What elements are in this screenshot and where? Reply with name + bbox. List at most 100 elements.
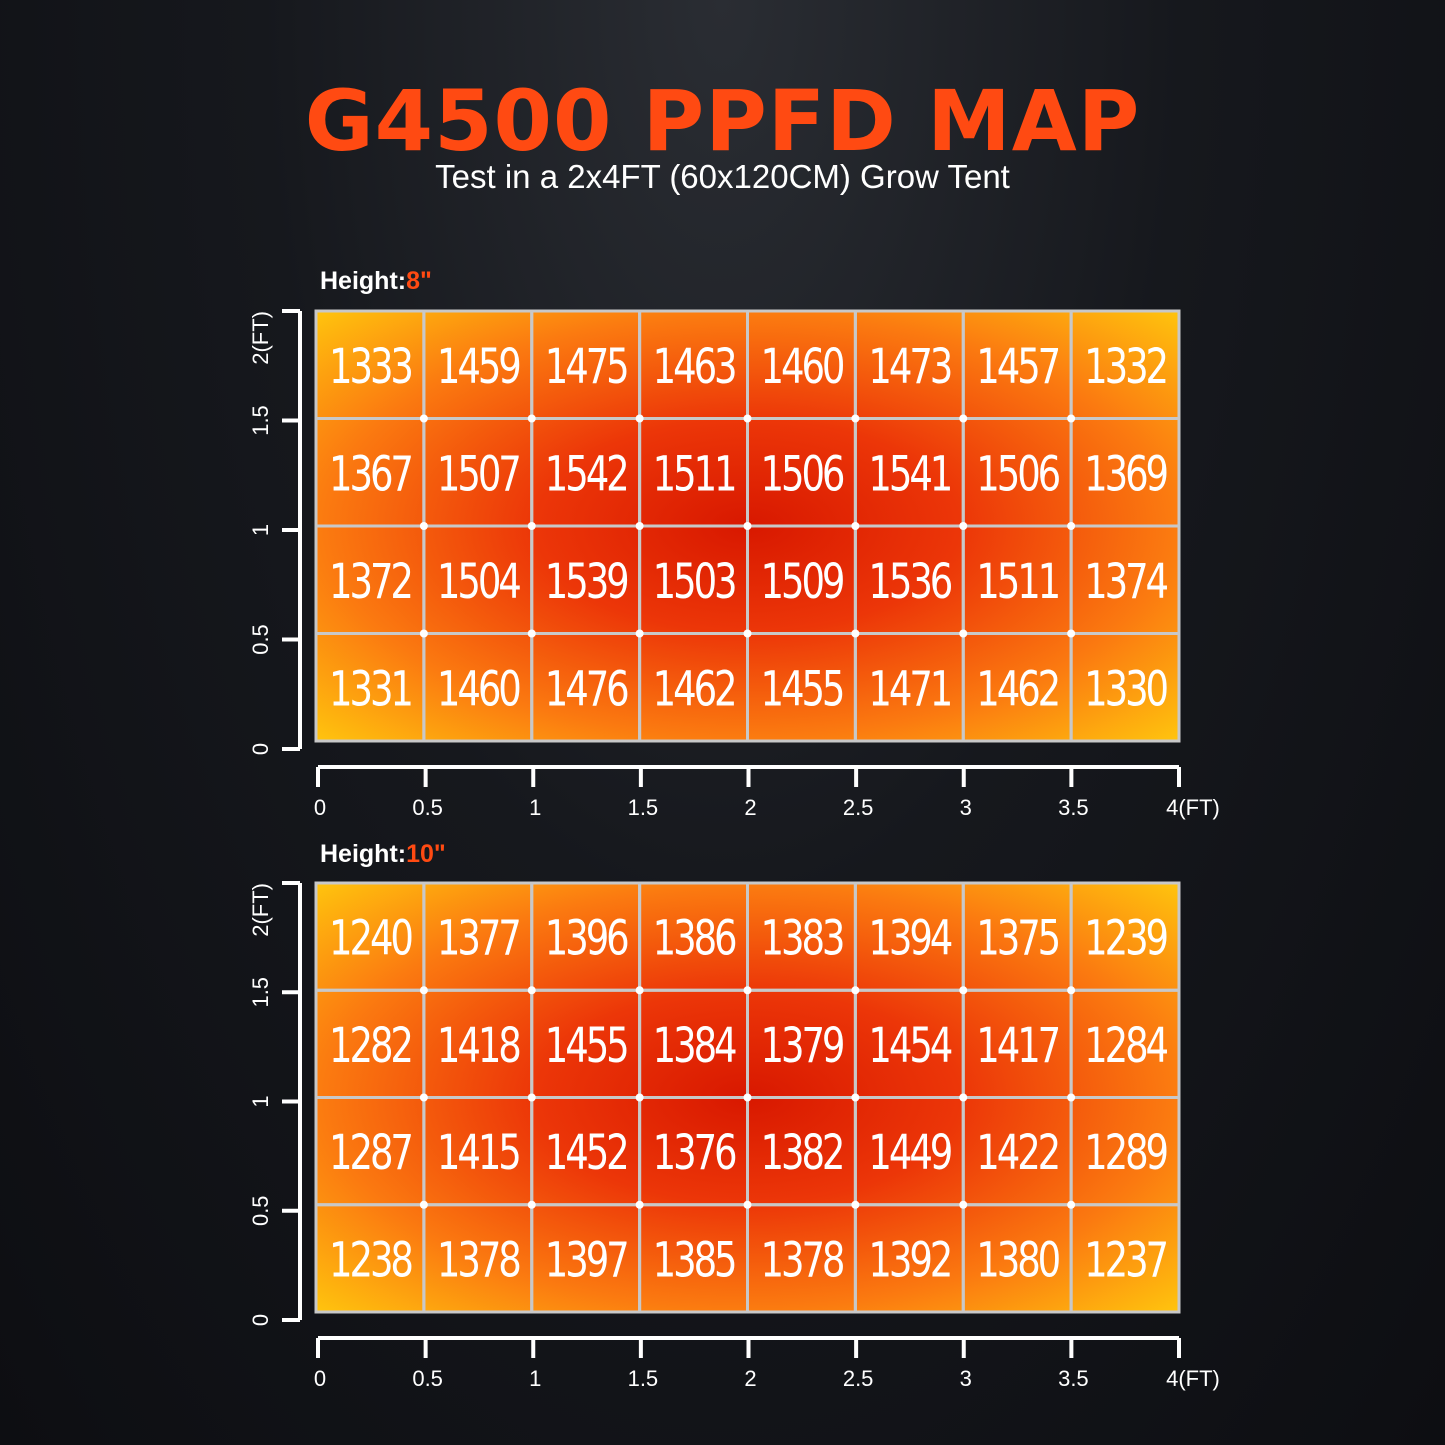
cell-value: 1394: [868, 911, 951, 967]
heatmap-cell: [1069, 632, 1181, 743]
cell-value: 1462: [976, 661, 1058, 717]
x-tick-label: 2: [744, 1366, 756, 1391]
cell-value: 1392: [868, 1232, 950, 1288]
cell-value: 1282: [329, 1018, 411, 1074]
grid-dot: [959, 629, 968, 638]
grid-dot: [527, 1093, 536, 1102]
cell-value: 1452: [545, 1125, 627, 1181]
cell-value: 1459: [437, 339, 520, 395]
cell-value: 1462: [653, 661, 735, 717]
cell-value: 1504: [437, 554, 520, 610]
cell-value: 1506: [976, 446, 1059, 502]
cell-value: 1386: [653, 911, 736, 967]
grid-dot: [743, 522, 752, 530]
cell-value: 1375: [976, 911, 1058, 967]
cell-value: 1541: [868, 446, 950, 502]
grid-dot: [743, 1200, 752, 1209]
cell-value: 1476: [545, 661, 628, 717]
y-tick-label: 1.5: [248, 977, 273, 1008]
cell-value: 1382: [761, 1125, 843, 1181]
page-subtitle: Test in a 2x4FT (60x120CM) Grow Tent: [435, 158, 1010, 195]
height-label: Height:8": [320, 267, 432, 295]
grid-dot: [959, 414, 968, 423]
grid-dot: [419, 1200, 428, 1209]
grid-dot: [419, 986, 428, 995]
cell-value: 1415: [437, 1125, 519, 1181]
x-tick-label: 3: [960, 795, 972, 820]
cell-value: 1374: [1084, 554, 1167, 610]
cell-value: 1507: [437, 446, 519, 502]
cell-value: 1333: [329, 339, 411, 395]
grid-dot: [1067, 522, 1076, 530]
heatmap-2: Height:10"1240 1377 1396 1386 1383 1394 1375 12…: [248, 840, 1220, 1391]
height-value: 10": [406, 840, 446, 868]
cell-value: 1396: [545, 911, 628, 967]
grid-dot: [1067, 629, 1076, 638]
cell-value: 1384: [653, 1018, 736, 1074]
grid-dot: [635, 414, 644, 423]
cell-value: 1511: [976, 554, 1058, 610]
height-label-text: Height:: [320, 840, 406, 868]
grid-dot: [959, 522, 968, 530]
cell-value: 1332: [1084, 339, 1166, 395]
cell-value: 1511: [653, 446, 735, 502]
cell-value: 1542: [545, 446, 627, 502]
grid-dot: [851, 522, 860, 530]
cell-value: 1460: [437, 661, 520, 717]
grid-dot: [527, 986, 536, 995]
x-tick-label: 1.5: [628, 1366, 659, 1391]
cell-value: 1422: [976, 1125, 1058, 1181]
cell-value: 1284: [1084, 1018, 1167, 1074]
cell-value: 1457: [976, 339, 1058, 395]
grid-dot: [743, 986, 752, 995]
grid-dot: [851, 1200, 860, 1209]
x-tick-label: 0.5: [412, 1366, 443, 1391]
grid-dot: [743, 629, 752, 638]
cell-value: 1509: [761, 554, 844, 610]
grid-dot: [851, 629, 860, 638]
grid-dot: [851, 414, 860, 423]
y-tick-label: 1: [248, 524, 273, 536]
cell-value: 1331: [329, 661, 411, 717]
cell-value: 1378: [437, 1232, 520, 1288]
grid-dot: [635, 986, 644, 995]
x-tick-label: 4(FT): [1166, 1366, 1220, 1391]
y-tick-label: 0.5: [248, 624, 273, 655]
height-label-text: Height:: [320, 267, 406, 295]
cell-value: 1455: [545, 1018, 627, 1074]
y-tick-label: 1: [248, 1095, 273, 1107]
grid-dot: [419, 1093, 428, 1102]
cell-value: 1460: [761, 339, 844, 395]
grid-dot: [959, 1200, 968, 1209]
cell-value: 1367: [329, 446, 411, 502]
grid-dot: [1067, 986, 1076, 995]
grid-dot: [635, 1200, 644, 1209]
cell-value: 1330: [1084, 661, 1167, 717]
cell-value: 1471: [868, 661, 950, 717]
cell-value: 1289: [1084, 1125, 1167, 1181]
cell-value: 1417: [976, 1018, 1058, 1074]
cell-value: 1240: [329, 911, 412, 967]
grid-dot: [1067, 414, 1076, 423]
grid-dot: [635, 1093, 644, 1102]
grid-dot: [635, 522, 644, 530]
grid-dot: [419, 414, 428, 423]
grid-dot: [419, 629, 428, 638]
cell-value: 1379: [761, 1018, 844, 1074]
x-tick-label: 4(FT): [1166, 795, 1220, 820]
grid-dot: [419, 522, 428, 530]
cell-value: 1506: [761, 446, 844, 502]
grid-dot: [635, 629, 644, 638]
cell-value: 1418: [437, 1018, 520, 1074]
heatmap-1: Height:8"1333 1459 1475 1463 1460 1473 1457 133…: [248, 267, 1220, 820]
cell-value: 1503: [653, 554, 735, 610]
cell-value: 1380: [976, 1232, 1059, 1288]
grid-dot: [851, 986, 860, 995]
y-tick-label: 0.5: [248, 1195, 273, 1226]
cell-value: 1473: [868, 339, 950, 395]
x-tick-label: 3.5: [1058, 795, 1089, 820]
x-tick-label: 2.5: [843, 795, 874, 820]
grid-dot: [851, 1093, 860, 1102]
height-label: Height:10": [320, 840, 446, 868]
